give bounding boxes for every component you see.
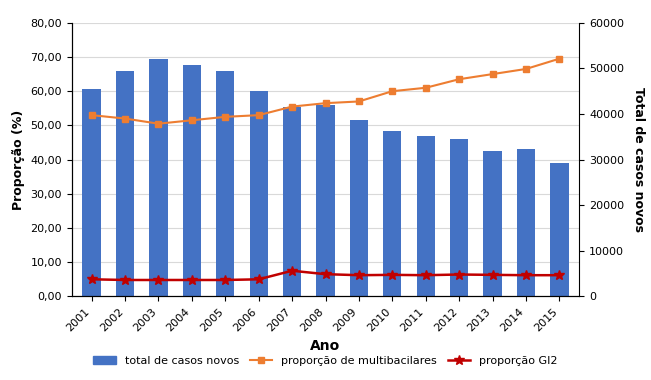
Bar xyxy=(216,71,234,296)
Bar xyxy=(417,136,435,296)
Bar xyxy=(283,106,301,296)
Bar xyxy=(183,65,201,296)
X-axis label: Ano: Ano xyxy=(311,339,340,353)
Bar xyxy=(550,163,568,296)
Bar xyxy=(83,89,101,296)
Bar xyxy=(316,105,335,296)
Bar xyxy=(116,71,134,296)
Bar xyxy=(249,91,268,296)
Bar xyxy=(383,131,402,296)
Bar xyxy=(450,139,468,296)
Legend: total de casos novos, proporção de multibacilares, proporção GI2: total de casos novos, proporção de multi… xyxy=(89,352,562,370)
Bar xyxy=(517,149,535,296)
Y-axis label: Total de casos novos: Total de casos novos xyxy=(632,87,645,232)
Y-axis label: Proporção (%): Proporção (%) xyxy=(12,109,25,210)
Bar xyxy=(149,59,168,296)
Bar xyxy=(350,120,368,296)
Bar xyxy=(483,151,502,296)
